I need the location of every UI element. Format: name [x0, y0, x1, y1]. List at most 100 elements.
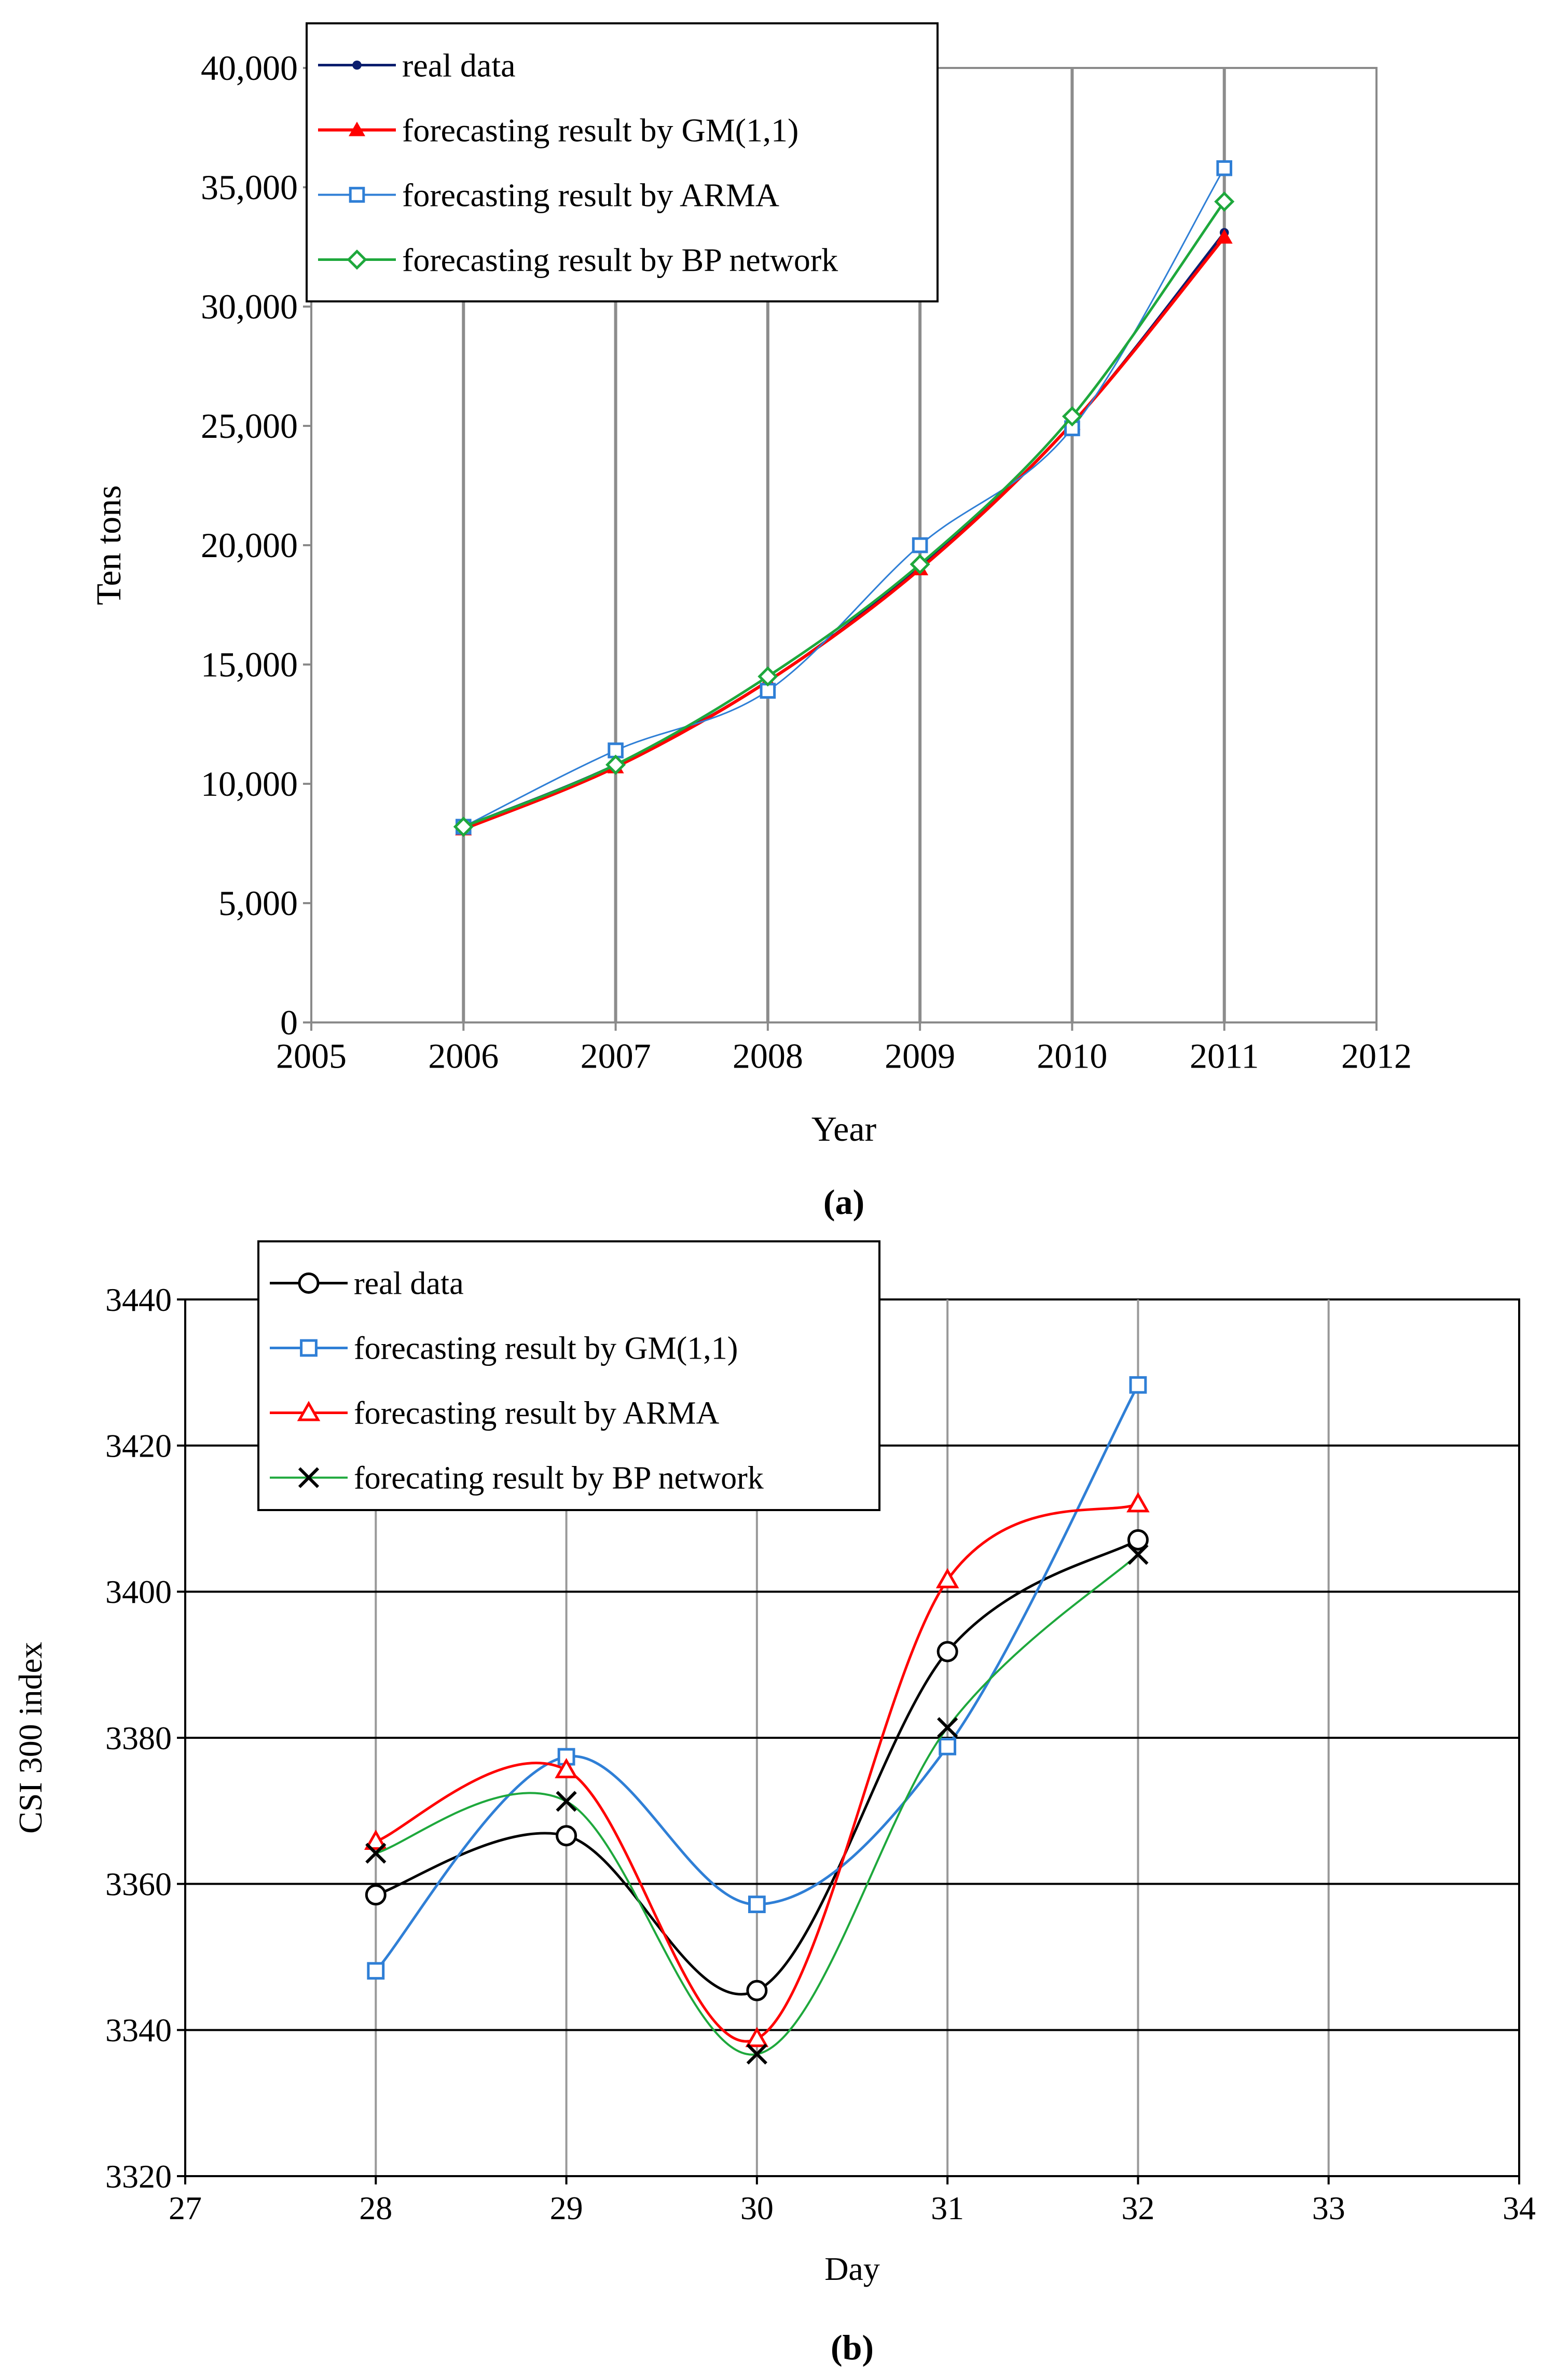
- x-tick-label: 29: [550, 2190, 583, 2226]
- data-point-marker: [1216, 229, 1233, 244]
- data-point-marker: [937, 1717, 958, 1738]
- y-tick-label: 25,000: [201, 406, 298, 446]
- legend-entry-label: forecasting result by ARMA: [402, 176, 779, 213]
- x-tick-label: 2007: [581, 1036, 651, 1075]
- y-tick-label: 0: [280, 1003, 298, 1042]
- series-2: [367, 1376, 1147, 1980]
- x-tick-label: 2008: [733, 1036, 803, 1075]
- x-tick-label: 31: [931, 2190, 964, 2226]
- data-point-marker: [1126, 1492, 1150, 1513]
- y-tick-label: 3400: [105, 1573, 172, 1610]
- data-point-marker: [935, 1568, 959, 1588]
- x-tick-label: 2005: [276, 1036, 347, 1075]
- series-1: [365, 1529, 1149, 2001]
- legend-marker: [298, 1272, 320, 1294]
- data-point-marker: [1127, 1544, 1149, 1565]
- y-axis-label: Ten tons: [89, 485, 128, 605]
- legend-entry-label: real data: [402, 47, 516, 84]
- data-point-marker: [365, 1843, 387, 1864]
- x-tick-label: 27: [169, 2190, 202, 2226]
- data-point-marker: [556, 1825, 577, 1847]
- data-point-marker: [365, 1884, 387, 1906]
- y-tick-label: 40,000: [201, 48, 298, 88]
- data-point-marker: [364, 1829, 388, 1850]
- data-point-marker: [1214, 191, 1235, 212]
- data-point-marker: [746, 1980, 768, 2001]
- legend-entry-label: forecasting result by GM(1,1): [354, 1331, 738, 1366]
- series-group: [364, 1376, 1150, 2065]
- x-tick-label: 2010: [1037, 1036, 1107, 1075]
- data-point-marker: [937, 1641, 958, 1663]
- legend-marker: [349, 187, 365, 203]
- y-tick-label: 3360: [105, 1865, 172, 1902]
- y-tick-label: 30,000: [201, 287, 298, 326]
- legend-marker: [298, 1467, 320, 1488]
- data-point-marker: [912, 537, 928, 554]
- y-tick-label: 35,000: [201, 168, 298, 207]
- series-group: [453, 160, 1235, 837]
- data-point-marker: [555, 1758, 578, 1778]
- y-tick-label: 10,000: [201, 764, 298, 804]
- data-point-marker: [556, 1791, 577, 1812]
- data-point-marker: [910, 554, 930, 575]
- x-tick-label: 2009: [885, 1036, 955, 1075]
- series-4: [365, 1544, 1149, 2065]
- data-point-marker: [758, 666, 778, 687]
- y-tick-label: 3420: [105, 1427, 172, 1464]
- x-axis-label: Day: [824, 2250, 880, 2287]
- legend-entry-label: forecasting result by GM(1,1): [402, 112, 798, 148]
- legend-marker: [300, 1339, 318, 1357]
- panel-caption: (a): [823, 1182, 864, 1222]
- legend-marker: [347, 249, 367, 270]
- series-line: [375, 1539, 1139, 1996]
- x-tick-label: 33: [1312, 2190, 1345, 2226]
- legend-entry-label: forecasting result by BP network: [402, 241, 838, 278]
- y-tick-label: 3440: [105, 1281, 172, 1318]
- series-line: [463, 168, 1225, 828]
- legend: real data forecasting result by GM(1,1) fo…: [257, 1240, 880, 1511]
- series-4: [453, 191, 1235, 837]
- legend-marker: [297, 1401, 321, 1421]
- x-tick-label: 30: [740, 2190, 774, 2226]
- data-point-marker: [1216, 160, 1233, 176]
- data-point-marker: [453, 817, 474, 837]
- y-tick-label: 20,000: [201, 525, 298, 565]
- x-tick-label: 2011: [1190, 1036, 1259, 1075]
- series-3: [364, 1492, 1150, 2047]
- legend-marker: [352, 60, 362, 70]
- legend-box: [257, 1240, 880, 1511]
- data-point-marker: [1127, 1529, 1149, 1551]
- y-tick-label: 3320: [105, 2158, 172, 2195]
- legend-marker: [349, 121, 365, 136]
- x-tick-label: 2006: [428, 1036, 499, 1075]
- axes: 3320 3340 3360 3380 3400 3420 3440 27 28 29 30 31 32…: [105, 1281, 1536, 2226]
- panel-caption: (b): [831, 2328, 874, 2367]
- data-point-marker: [746, 2043, 767, 2065]
- y-tick-label: 5,000: [218, 883, 298, 923]
- legend-entry-label: real data: [354, 1266, 464, 1302]
- legend-entry-label: forecasting result by ARMA: [354, 1396, 720, 1431]
- x-axis-label: Year: [811, 1109, 877, 1149]
- data-point-marker: [605, 754, 626, 775]
- y-tick-label: 15,000: [201, 645, 298, 684]
- data-point-marker: [745, 2027, 769, 2047]
- legend: real data forecasting result by GM(1,1) fo…: [306, 22, 939, 302]
- x-tick-label: 32: [1121, 2190, 1154, 2226]
- x-tick-label: 2012: [1341, 1036, 1412, 1075]
- panel-b: 3320 3340 3360 3380 3400 3420 3440 27 28 29 30 31 32…: [12, 1240, 1536, 2367]
- x-tick-label: 34: [1503, 2190, 1536, 2226]
- y-axis-label: CSI 300 index: [12, 1642, 49, 1834]
- y-tick-label: 3340: [105, 2012, 172, 2049]
- legend-box: [306, 22, 939, 302]
- series-line: [375, 1554, 1139, 2056]
- data-point-marker: [367, 1962, 385, 1980]
- data-point-marker: [939, 1738, 957, 1755]
- data-point-marker: [1129, 1376, 1147, 1394]
- data-point-marker: [748, 1895, 766, 1913]
- panel-a: 0 5,000 10,000 15,000 20,000 25,000 30,000 35,0…: [89, 22, 1412, 1222]
- x-tick-label: 28: [359, 2190, 392, 2226]
- y-tick-label: 3380: [105, 1720, 172, 1756]
- legend-entry-label: forecating result by BP network: [354, 1461, 764, 1496]
- data-point-marker: [1062, 406, 1082, 427]
